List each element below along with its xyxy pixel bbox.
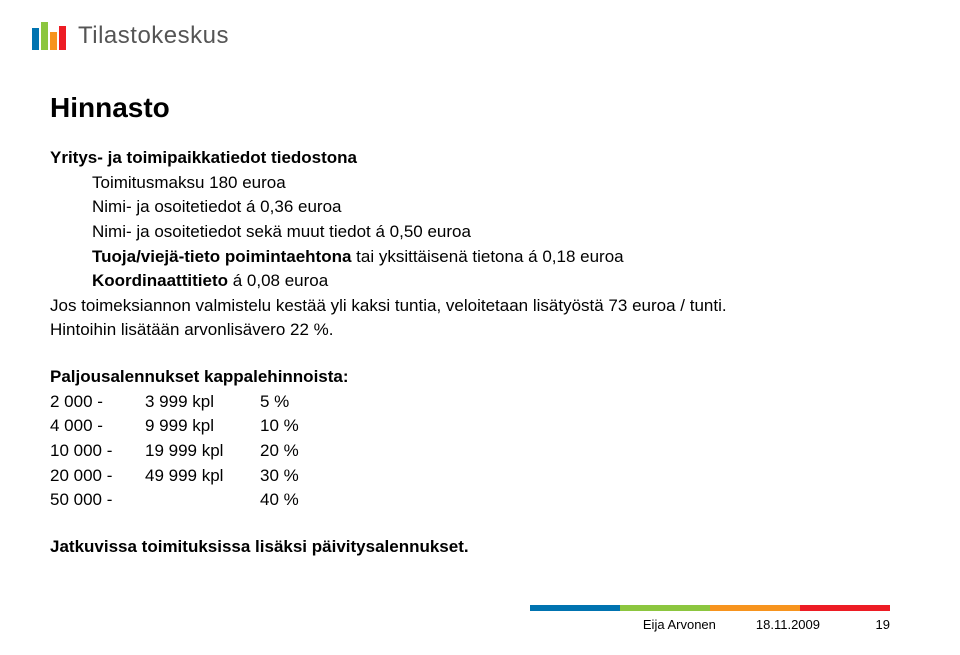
cell-to	[145, 488, 260, 513]
discount-table: 2 000 - 3 999 kpl 5 % 4 000 - 9 999 kpl …	[50, 390, 910, 513]
table-row: 20 000 - 49 999 kpl 30 %	[50, 464, 910, 489]
text-line: Koordinaattitieto á 0,08 euroa	[50, 269, 910, 294]
text-line: Toimitusmaksu 180 euroa	[50, 171, 910, 196]
logo-text: Tilastokeskus	[78, 22, 229, 50]
cell-pct: 5 %	[260, 390, 320, 415]
table-row: 2 000 - 3 999 kpl 5 %	[50, 390, 910, 415]
text-bold: Tuoja/viejä-tieto poimintaehtona	[92, 247, 351, 266]
cell-from: 4 000 -	[50, 414, 145, 439]
cell-pct: 40 %	[260, 488, 320, 513]
section-heading: Paljousalennukset kappalehinnoista:	[50, 365, 910, 390]
footer-text: Eija Arvonen 18.11.2009 19	[643, 617, 890, 632]
cell-to: 9 999 kpl	[145, 414, 260, 439]
logo: Tilastokeskus	[32, 18, 229, 54]
footer: Eija Arvonen 18.11.2009 19	[0, 605, 960, 635]
footer-page: 19	[860, 617, 890, 632]
text-line: Hintoihin lisätään arvonlisävero 22 %.	[50, 318, 910, 343]
text-line: Jos toimeksiannon valmistelu kestää yli …	[50, 294, 910, 319]
text-line: Nimi- ja osoitetiedot sekä muut tiedot á…	[50, 220, 910, 245]
cell-pct: 20 %	[260, 439, 320, 464]
page-title: Hinnasto	[50, 92, 910, 124]
cell-from: 20 000 -	[50, 464, 145, 489]
table-row: 4 000 - 9 999 kpl 10 %	[50, 414, 910, 439]
text-bold: Koordinaattitieto	[92, 271, 228, 290]
slide-content: Hinnasto Yritys- ja toimipaikkatiedot ti…	[50, 92, 910, 560]
cell-pct: 10 %	[260, 414, 320, 439]
section-heading: Yritys- ja toimipaikkatiedot tiedostona	[50, 146, 910, 171]
text-span: á 0,08 euroa	[228, 271, 328, 290]
footer-stripe-icon	[530, 605, 890, 611]
closing-line: Jatkuvissa toimituksissa lisäksi päivity…	[50, 535, 910, 560]
logo-mark-icon	[32, 18, 68, 54]
cell-to: 49 999 kpl	[145, 464, 260, 489]
table-row: 50 000 - 40 %	[50, 488, 910, 513]
cell-from: 10 000 -	[50, 439, 145, 464]
cell-pct: 30 %	[260, 464, 320, 489]
cell-from: 2 000 -	[50, 390, 145, 415]
cell-to: 3 999 kpl	[145, 390, 260, 415]
table-row: 10 000 - 19 999 kpl 20 %	[50, 439, 910, 464]
footer-author: Eija Arvonen	[643, 617, 716, 632]
text-line: Tuoja/viejä-tieto poimintaehtona tai yks…	[50, 245, 910, 270]
cell-to: 19 999 kpl	[145, 439, 260, 464]
text-line: Nimi- ja osoitetiedot á 0,36 euroa	[50, 195, 910, 220]
footer-date: 18.11.2009	[756, 617, 820, 632]
text-span: tai yksittäisenä tietona á 0,18 euroa	[351, 247, 623, 266]
cell-from: 50 000 -	[50, 488, 145, 513]
